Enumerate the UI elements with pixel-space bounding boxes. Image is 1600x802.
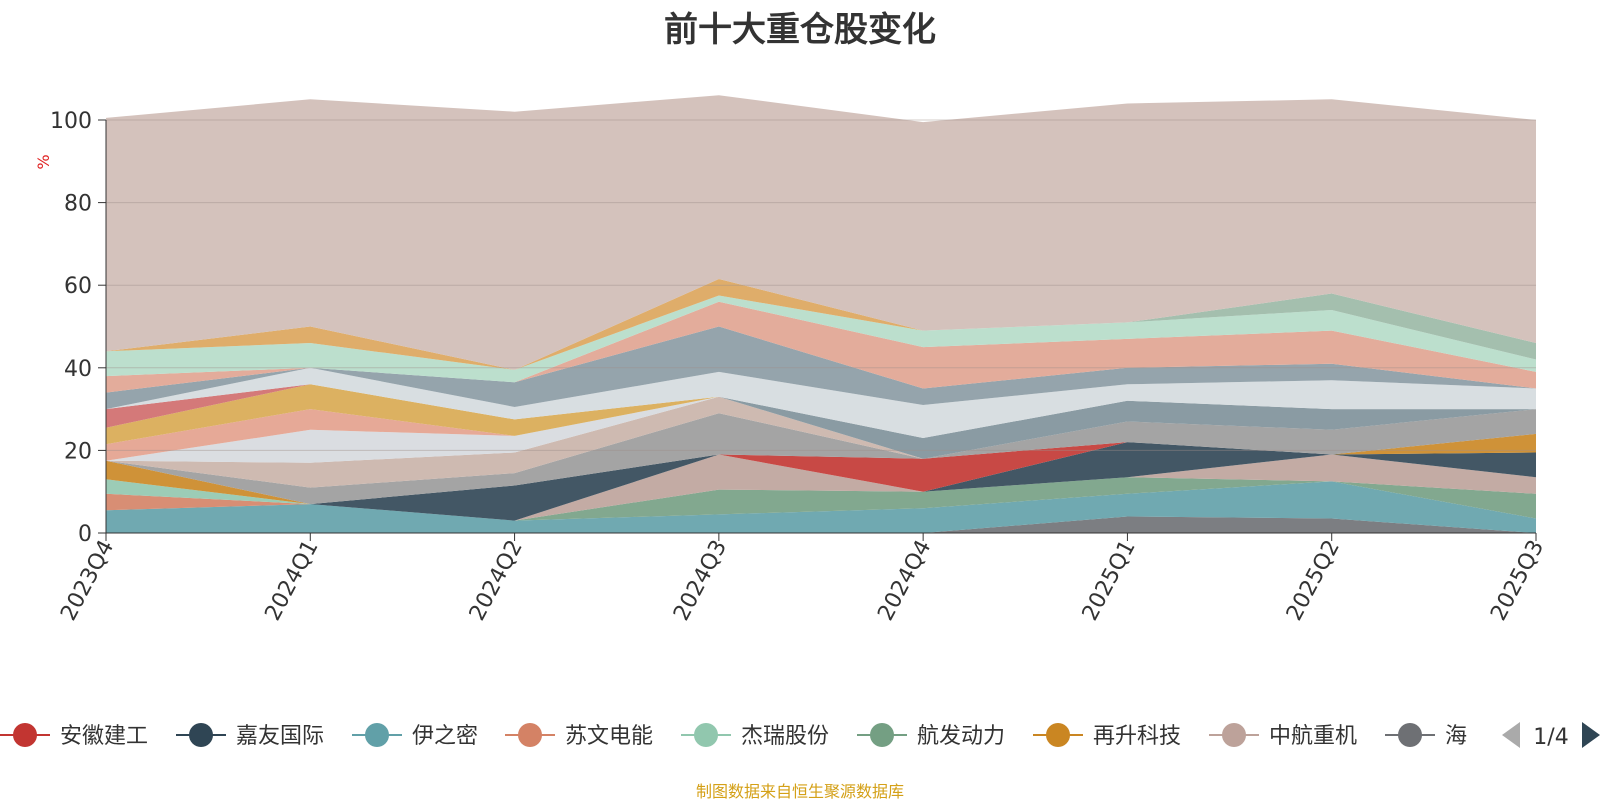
legend-marker-icon[interactable]	[870, 723, 894, 747]
y-tick-label: 100	[50, 109, 92, 134]
legend-item-label[interactable]: 航发动力	[917, 724, 1005, 749]
legend-prev-page-icon[interactable]	[1502, 722, 1520, 748]
data-source-note: 制图数据来自恒生聚源数据库	[695, 782, 904, 801]
area-series-19	[106, 367, 1536, 438]
legend-marker-icon[interactable]	[1222, 723, 1246, 747]
area-series-17	[106, 384, 1536, 445]
chart-title: 前十大重仓股变化	[664, 10, 936, 50]
legend-item-label[interactable]: 再升科技	[1093, 724, 1181, 749]
area-series-13	[106, 396, 1536, 461]
area-series-10	[106, 409, 1536, 505]
y-tick-label: 60	[64, 274, 92, 299]
area-series-11	[106, 396, 1536, 488]
legend-item-label[interactable]: 杰瑞股份	[741, 724, 829, 749]
legend-item-label[interactable]: 伊之密	[412, 724, 478, 749]
x-tick-label: 2023Q4	[56, 536, 119, 625]
area-series-26	[106, 95, 1536, 370]
legend-marker-icon[interactable]	[13, 723, 37, 747]
area-series-4	[106, 454, 1536, 521]
x-tick-label: 2024Q4	[873, 536, 936, 625]
legend-marker-icon[interactable]	[694, 723, 718, 747]
area-series-12	[106, 396, 1536, 463]
area-series-7	[106, 442, 1536, 511]
legend: 安徽建工 嘉友国际 伊之密 苏文电能 杰瑞股份 航发动力 再升科技 中航重机 海	[0, 723, 1467, 749]
legend-marker-icon[interactable]	[365, 723, 389, 747]
legend-item-label[interactable]: 嘉友国际	[236, 724, 324, 749]
area-series-3	[106, 477, 1536, 521]
x-tick-label: 2024Q1	[261, 536, 324, 625]
legend-page-indicator: 1/4	[1533, 725, 1568, 750]
x-tick-label: 2025Q1	[1078, 536, 1141, 625]
y-axis-unit-label: %	[34, 154, 53, 169]
x-tick-label: 2025Q3	[1486, 536, 1549, 625]
legend-marker-icon[interactable]	[1398, 723, 1422, 747]
legend-item-label[interactable]: 安徽建工	[60, 724, 148, 749]
legend-marker-icon[interactable]	[1046, 723, 1070, 747]
legend-marker-icon[interactable]	[189, 723, 213, 747]
area-series-20	[106, 326, 1536, 410]
x-tick-label: 2024Q3	[669, 536, 732, 625]
legend-marker-icon[interactable]	[518, 723, 542, 747]
y-tick-label: 80	[64, 192, 92, 217]
x-tick-label: 2024Q2	[465, 536, 528, 625]
area-series-8	[106, 442, 1536, 505]
area-series-22	[106, 301, 1536, 393]
y-tick-label: 20	[64, 439, 92, 464]
legend-item-label[interactable]: 海	[1445, 724, 1467, 749]
area-series-2	[106, 481, 1536, 533]
legend-item-label[interactable]: 中航重机	[1269, 724, 1357, 749]
area-series-1	[106, 516, 1536, 533]
legend-item-label[interactable]: 苏文电能	[565, 724, 653, 749]
area-series-15	[106, 396, 1536, 461]
y-tick-label: 0	[78, 522, 92, 547]
x-tick-label: 2025Q2	[1282, 536, 1345, 625]
legend-next-page-icon[interactable]	[1582, 722, 1600, 748]
y-tick-label: 40	[64, 357, 92, 382]
area-series-5	[106, 442, 1536, 521]
